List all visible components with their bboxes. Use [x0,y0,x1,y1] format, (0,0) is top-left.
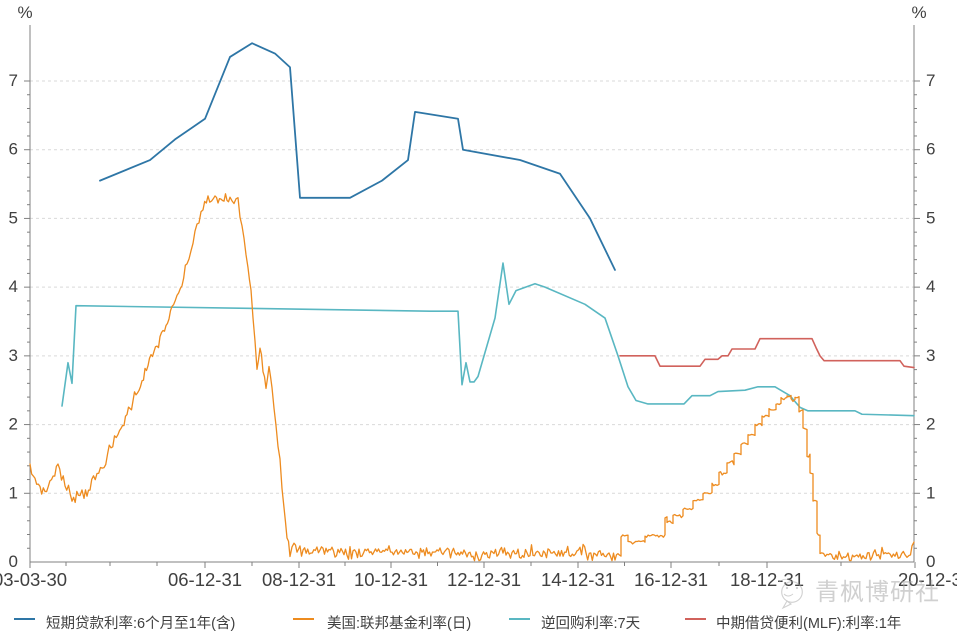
svg-text:03-03-30: 03-03-30 [0,569,67,590]
svg-text:4: 4 [926,277,935,296]
svg-text:7: 7 [926,71,935,90]
svg-text:18-12-31: 18-12-31 [730,569,804,590]
svg-text:10-12-31: 10-12-31 [354,569,428,590]
svg-text:2: 2 [926,415,935,434]
svg-text:2: 2 [9,415,18,434]
svg-text:7: 7 [9,71,18,90]
svg-text:3: 3 [9,346,18,365]
svg-text:%: % [17,3,32,22]
svg-text:青枫博研社: 青枫博研社 [815,579,940,606]
svg-text:3: 3 [926,346,935,365]
svg-text:12-12-31: 12-12-31 [447,569,521,590]
svg-text:06-12-31: 06-12-31 [168,569,242,590]
svg-text:5: 5 [926,208,935,227]
svg-text:%: % [911,3,926,22]
svg-text:1: 1 [926,483,935,502]
svg-text:16-12-31: 16-12-31 [634,569,708,590]
svg-text:6: 6 [9,140,18,159]
svg-text:14-12-31: 14-12-31 [541,569,615,590]
svg-text:1: 1 [9,483,18,502]
svg-text:08-12-31: 08-12-31 [262,569,336,590]
svg-text:5: 5 [9,208,18,227]
svg-text:4: 4 [9,277,18,296]
svg-text:6: 6 [926,140,935,159]
